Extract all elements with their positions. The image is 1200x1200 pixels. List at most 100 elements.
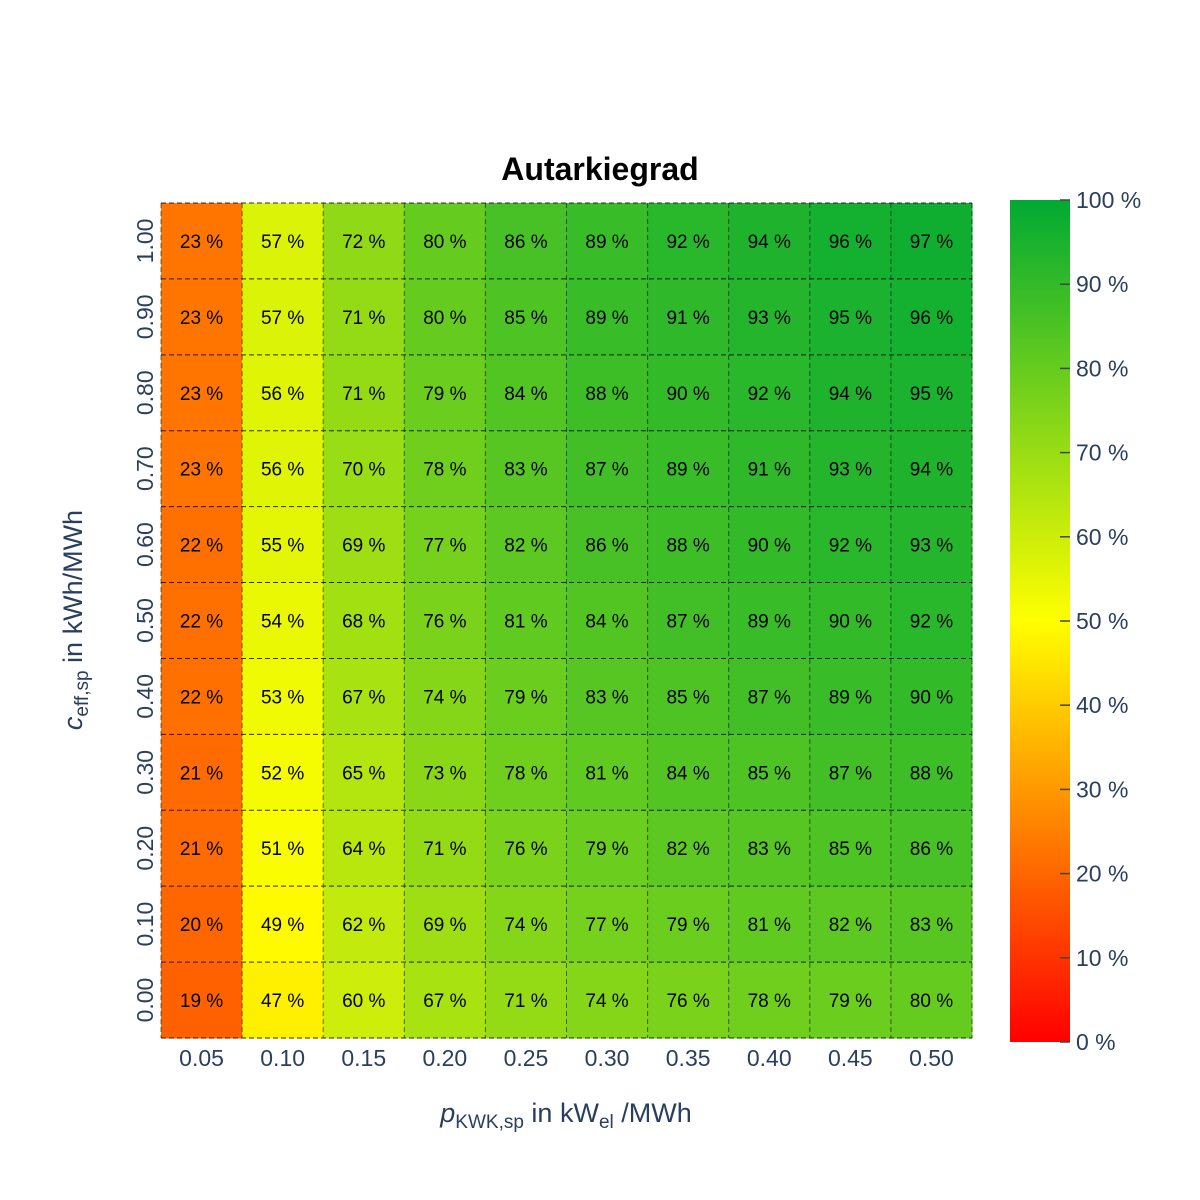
heatmap-cell	[323, 734, 405, 811]
y-tick-label: 0.30	[132, 750, 158, 795]
heatmap-cell	[404, 810, 486, 887]
heatmap-cell	[404, 506, 486, 584]
heatmap-cell	[566, 810, 649, 887]
cell-value-label: 72 %	[342, 232, 385, 253]
heatmap-cell	[809, 203, 892, 280]
cell-value-label: 93 %	[748, 308, 791, 329]
cell-value-label: 87 %	[585, 460, 628, 481]
x-tick-label: 0.10	[260, 1045, 305, 1071]
colorbar-tick-label: 90 %	[1076, 271, 1128, 297]
cell-value-label: 85 %	[504, 308, 547, 329]
colorbar-tick-label: 70 %	[1076, 440, 1128, 466]
cell-value-label: 79 %	[504, 687, 547, 708]
cell-value-label: 54 %	[261, 612, 304, 633]
cell-value-label: 91 %	[748, 460, 791, 481]
heatmap-cell	[161, 430, 243, 508]
heatmap-cell	[566, 886, 649, 963]
cell-value-label: 96 %	[910, 308, 953, 329]
x-axis-title: pKWK,sp in kWel /MWh	[439, 1098, 691, 1133]
heatmap-cell	[404, 354, 486, 432]
heatmap-cell	[728, 886, 811, 963]
heatmap-cell	[809, 734, 892, 811]
cell-value-label: 96 %	[829, 232, 872, 253]
heatmap-cell	[566, 430, 649, 508]
y-tick-label: 0.50	[132, 598, 158, 643]
heatmap-cell	[647, 203, 730, 280]
cell-value-label: 95 %	[829, 308, 872, 329]
cell-value-label: 82 %	[829, 915, 872, 936]
heatmap-cell	[323, 506, 405, 584]
cell-value-label: 21 %	[180, 839, 223, 860]
heatmap-cell	[242, 582, 324, 659]
cell-value-label: 82 %	[666, 839, 709, 860]
heatmap-cell	[161, 734, 243, 811]
cell-value-label: 74 %	[585, 991, 628, 1012]
cell-value-label: 53 %	[261, 687, 304, 708]
heatmap-cell	[890, 962, 973, 1039]
cell-value-label: 79 %	[666, 915, 709, 936]
heatmap-cell	[242, 962, 324, 1039]
cell-value-label: 80 %	[423, 232, 466, 253]
cell-value-label: 22 %	[180, 536, 223, 557]
colorbar-ticks: 0 % 10 % 20 % 30 % 40 % 50 % 60 % 70 % 80 % 90 % 1…	[1060, 187, 1141, 1055]
heatmap-cell	[809, 962, 892, 1039]
cell-value-label: 90 %	[666, 384, 709, 405]
x-tick-label: 0.45	[828, 1045, 873, 1071]
cell-value-label: 22 %	[180, 687, 223, 708]
heatmap-cell	[728, 203, 811, 280]
cell-value-label: 90 %	[910, 687, 953, 708]
heatmap-cell	[890, 658, 973, 735]
heatmap-cell	[890, 430, 973, 508]
heatmap-cell	[323, 430, 405, 508]
cell-value-label: 69 %	[423, 915, 466, 936]
cell-value-label: 92 %	[666, 232, 709, 253]
cell-value-label: 57 %	[261, 308, 304, 329]
x-tick-label: 0.05	[179, 1045, 224, 1071]
cell-value-label: 23 %	[180, 460, 223, 481]
heatmap-cell	[161, 203, 243, 280]
cell-value-label: 80 %	[423, 308, 466, 329]
y-tick-label: 0.40	[132, 674, 158, 719]
cell-value-label: 77 %	[423, 536, 466, 557]
cell-value-label: 84 %	[585, 612, 628, 633]
heatmap-cell	[566, 658, 649, 735]
y-tick-label: 0.60	[132, 522, 158, 567]
cell-value-label: 56 %	[261, 460, 304, 481]
cell-value-label: 87 %	[748, 687, 791, 708]
cell-value-label: 78 %	[748, 991, 791, 1012]
heatmap-cell	[242, 506, 324, 584]
cell-value-label: 84 %	[666, 763, 709, 784]
heatmap-cell	[485, 506, 567, 584]
cell-value-label: 71 %	[342, 384, 385, 405]
heatmap-cell	[161, 962, 243, 1039]
heatmap-cell	[647, 278, 730, 356]
heatmap-cell	[404, 278, 486, 356]
cell-value-label: 92 %	[748, 384, 791, 405]
cell-value-label: 87 %	[666, 612, 709, 633]
cell-value-label: 81 %	[504, 612, 547, 633]
x-tick-label: 0.15	[341, 1045, 386, 1071]
cell-value-label: 69 %	[342, 536, 385, 557]
colorbar-tick-label: 30 %	[1076, 776, 1128, 802]
cell-value-label: 94 %	[748, 232, 791, 253]
cell-value-label: 85 %	[666, 687, 709, 708]
heatmap-cell	[323, 582, 405, 659]
heatmap-cell	[242, 278, 324, 356]
cell-value-label: 93 %	[829, 460, 872, 481]
heatmap-cell	[323, 886, 405, 963]
cell-value-label: 65 %	[342, 763, 385, 784]
y-tick-label: 0.20	[132, 826, 158, 871]
cell-value-label: 88 %	[585, 384, 628, 405]
heatmap-cell	[323, 658, 405, 735]
heatmap-cell	[242, 734, 324, 811]
cell-value-label: 71 %	[504, 991, 547, 1012]
heatmap-cell	[566, 354, 649, 432]
heatmap-cell	[647, 810, 730, 887]
cell-value-label: 47 %	[261, 991, 304, 1012]
cell-value-label: 84 %	[504, 384, 547, 405]
cell-value-label: 86 %	[910, 839, 953, 860]
cell-value-label: 78 %	[504, 763, 547, 784]
x-tick-label: 0.20	[422, 1045, 467, 1071]
heatmap-cell	[566, 962, 649, 1039]
heatmap-cell	[161, 506, 243, 584]
